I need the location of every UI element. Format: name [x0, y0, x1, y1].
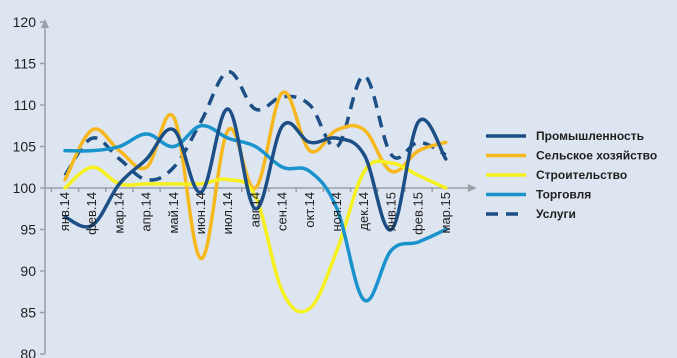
y-tick-label: 80	[20, 346, 36, 358]
y-tick-label: 115	[14, 56, 37, 72]
y-tick-label: 85	[20, 305, 36, 321]
y-tick-label: 120	[13, 14, 37, 30]
y-tick-label: 95	[20, 222, 36, 238]
series-line-services	[63, 70, 447, 182]
x-tick-label: ноя.14	[329, 192, 344, 232]
series-line-trade	[63, 123, 448, 303]
legend-label-trade: Торговля	[536, 188, 591, 202]
x-tick-label: сен.14	[275, 192, 290, 231]
x-tick-label: мар.14	[111, 192, 126, 233]
legend-label-services: Услуги	[536, 207, 576, 221]
legend-label-industry: Промышленность	[536, 129, 644, 143]
y-tick-label: 100	[13, 180, 37, 196]
x-tick-label: июл.14	[220, 192, 235, 234]
x-tick-label: янв.15	[383, 192, 398, 231]
x-tick-label: дек.14	[356, 192, 371, 231]
series-line-construction	[63, 159, 448, 314]
legend-label-agriculture: Сельское хозяйство	[536, 149, 657, 163]
y-tick-label: 90	[20, 263, 36, 279]
series-line-industry	[63, 107, 448, 232]
x-tick-label: мар.15	[438, 192, 453, 233]
x-tick-label: авг.14	[247, 192, 262, 227]
x-tick-label: июн.14	[193, 192, 208, 234]
legend-label-construction: Строительство	[536, 168, 627, 182]
x-tick-label: май.14	[166, 192, 181, 234]
x-tick-label: фев.14	[84, 192, 99, 235]
y-axis-arrow	[41, 19, 49, 28]
y-tick-label: 110	[14, 97, 37, 113]
x-tick-label: окт.14	[302, 192, 317, 228]
x-tick-label: апр.14	[139, 192, 154, 232]
x-tick-label: янв.14	[57, 192, 72, 231]
x-tick-label: фев.15	[411, 192, 426, 235]
y-tick-label: 105	[13, 139, 37, 155]
x-axis-arrow	[467, 184, 477, 192]
